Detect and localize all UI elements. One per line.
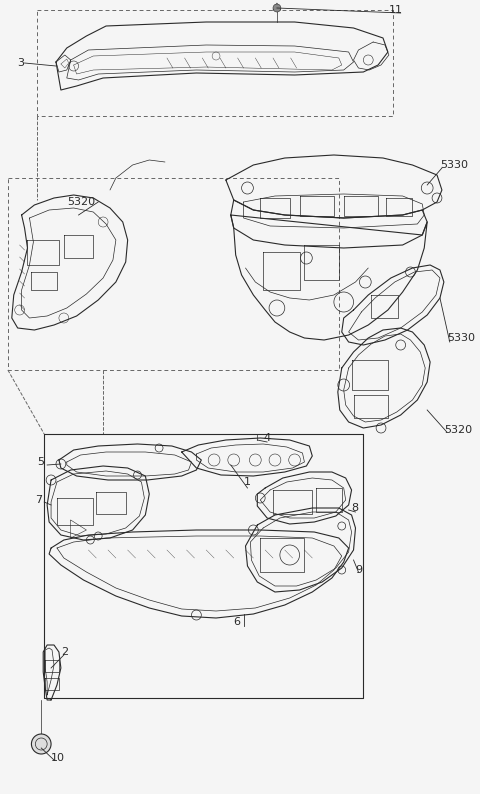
Text: 10: 10 — [51, 753, 65, 763]
Text: 5320: 5320 — [444, 425, 472, 435]
Text: 7: 7 — [36, 495, 42, 505]
Text: 1: 1 — [243, 477, 251, 487]
Text: 8: 8 — [351, 503, 359, 513]
Text: 4: 4 — [263, 433, 270, 443]
Text: 6: 6 — [234, 617, 241, 627]
Text: 5: 5 — [37, 457, 44, 467]
Text: 5330: 5330 — [440, 160, 468, 170]
Text: 2: 2 — [61, 647, 68, 657]
Text: 9: 9 — [356, 565, 362, 575]
Text: 11: 11 — [389, 5, 403, 15]
Ellipse shape — [31, 734, 51, 754]
Text: 3: 3 — [18, 58, 24, 68]
Ellipse shape — [273, 4, 281, 12]
Text: 5320: 5320 — [67, 197, 95, 207]
Text: 5330: 5330 — [447, 333, 475, 343]
